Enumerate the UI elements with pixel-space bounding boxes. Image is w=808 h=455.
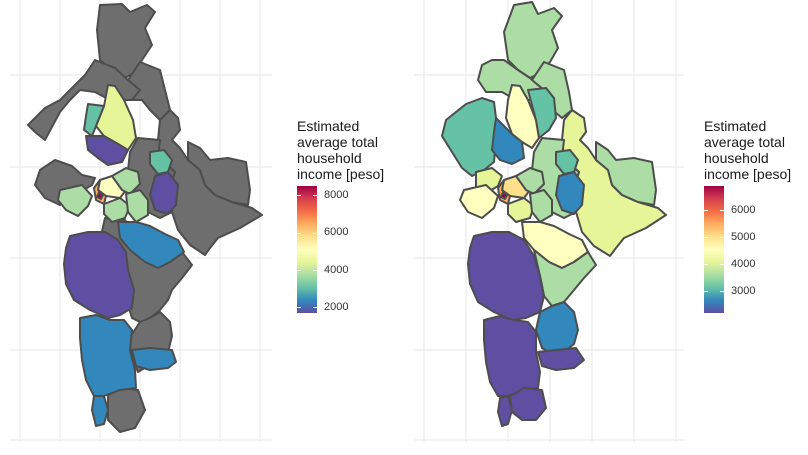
left-municipality-region bbox=[57, 184, 93, 217]
left-municipality-region bbox=[96, 3, 156, 79]
legend-title: Estimated average total household income… bbox=[297, 118, 385, 182]
right-municipality-region bbox=[505, 84, 540, 149]
right-municipality-region bbox=[497, 395, 513, 427]
left-municipality-region bbox=[111, 167, 141, 195]
right-municipality-region bbox=[500, 191, 508, 200]
legend-tick-label: 3000 bbox=[731, 284, 756, 297]
choropleth-map-right bbox=[414, 0, 684, 442]
legend-tick-mark bbox=[704, 264, 708, 266]
right-municipality-region bbox=[467, 231, 545, 321]
legend-tick-label: 2000 bbox=[324, 300, 349, 313]
right-municipality-region bbox=[459, 184, 499, 219]
legend-tick-mark bbox=[313, 270, 317, 272]
legend-tick-mark bbox=[313, 195, 317, 197]
legend-tick-label: 8000 bbox=[324, 188, 349, 201]
right-municipality-region bbox=[507, 197, 535, 223]
legend-right: Estimated average total household income… bbox=[704, 118, 808, 318]
right-municipality-region bbox=[555, 171, 585, 215]
legend-tick-mark bbox=[704, 237, 708, 239]
right-municipality-region bbox=[483, 315, 541, 397]
legend-tick-mark bbox=[720, 291, 724, 293]
right-municipality-region bbox=[535, 301, 579, 355]
left-municipality-region bbox=[127, 61, 171, 121]
left-municipality-region bbox=[85, 135, 129, 166]
color-scale-bar bbox=[297, 186, 317, 313]
legend-tick-mark bbox=[297, 195, 301, 197]
left-municipality-region bbox=[125, 189, 149, 223]
right-municipality-region bbox=[529, 189, 553, 223]
right-municipality-region bbox=[595, 141, 657, 206]
legend-tick-mark bbox=[720, 210, 724, 212]
left-municipality-region bbox=[149, 171, 179, 215]
right-municipality-region bbox=[509, 387, 547, 421]
legend-tick-label: 5000 bbox=[731, 230, 756, 243]
left-municipality-region bbox=[63, 231, 135, 319]
left-municipality-region bbox=[103, 197, 131, 223]
right-municipality-region bbox=[515, 167, 545, 195]
legend-tick-label: 6000 bbox=[731, 203, 756, 216]
legend-tick-mark bbox=[720, 237, 724, 239]
legend-tick-mark bbox=[297, 307, 301, 309]
color-scale-bar bbox=[704, 186, 724, 313]
legend-tick-mark bbox=[704, 210, 708, 212]
legend-tick-mark bbox=[297, 270, 301, 272]
left-municipality-region bbox=[96, 191, 104, 200]
region-layer bbox=[27, 3, 263, 433]
legend-title: Estimated average total household income… bbox=[704, 118, 792, 182]
left-municipality-region bbox=[117, 221, 185, 269]
right-municipality-region bbox=[503, 1, 563, 79]
legend-left: Estimated average total household income… bbox=[297, 118, 404, 318]
map-panel-right: Estimated average total household income… bbox=[404, 0, 808, 455]
legend-tick-mark bbox=[720, 264, 724, 266]
region-layer bbox=[441, 1, 667, 427]
map-panel-left: Estimated average total household income… bbox=[10, 0, 404, 442]
choropleth-map-left bbox=[10, 0, 272, 442]
right-municipality-region bbox=[441, 97, 497, 177]
legend-tick-mark bbox=[313, 232, 317, 234]
right-municipality-region bbox=[491, 117, 525, 165]
legend-tick-label: 6000 bbox=[324, 226, 349, 239]
legend-tick-label: 4000 bbox=[731, 257, 756, 270]
legend-tick-label: 4000 bbox=[324, 263, 349, 276]
left-municipality-region bbox=[187, 141, 251, 206]
right-municipality-region bbox=[527, 87, 557, 139]
left-municipality-region bbox=[91, 395, 109, 427]
left-municipality-region bbox=[79, 314, 137, 397]
legend-tick-mark bbox=[704, 291, 708, 293]
left-municipality-region bbox=[131, 347, 177, 371]
legend-tick-mark bbox=[313, 307, 317, 309]
right-municipality-region bbox=[537, 347, 585, 371]
legend-tick-mark bbox=[297, 232, 301, 234]
